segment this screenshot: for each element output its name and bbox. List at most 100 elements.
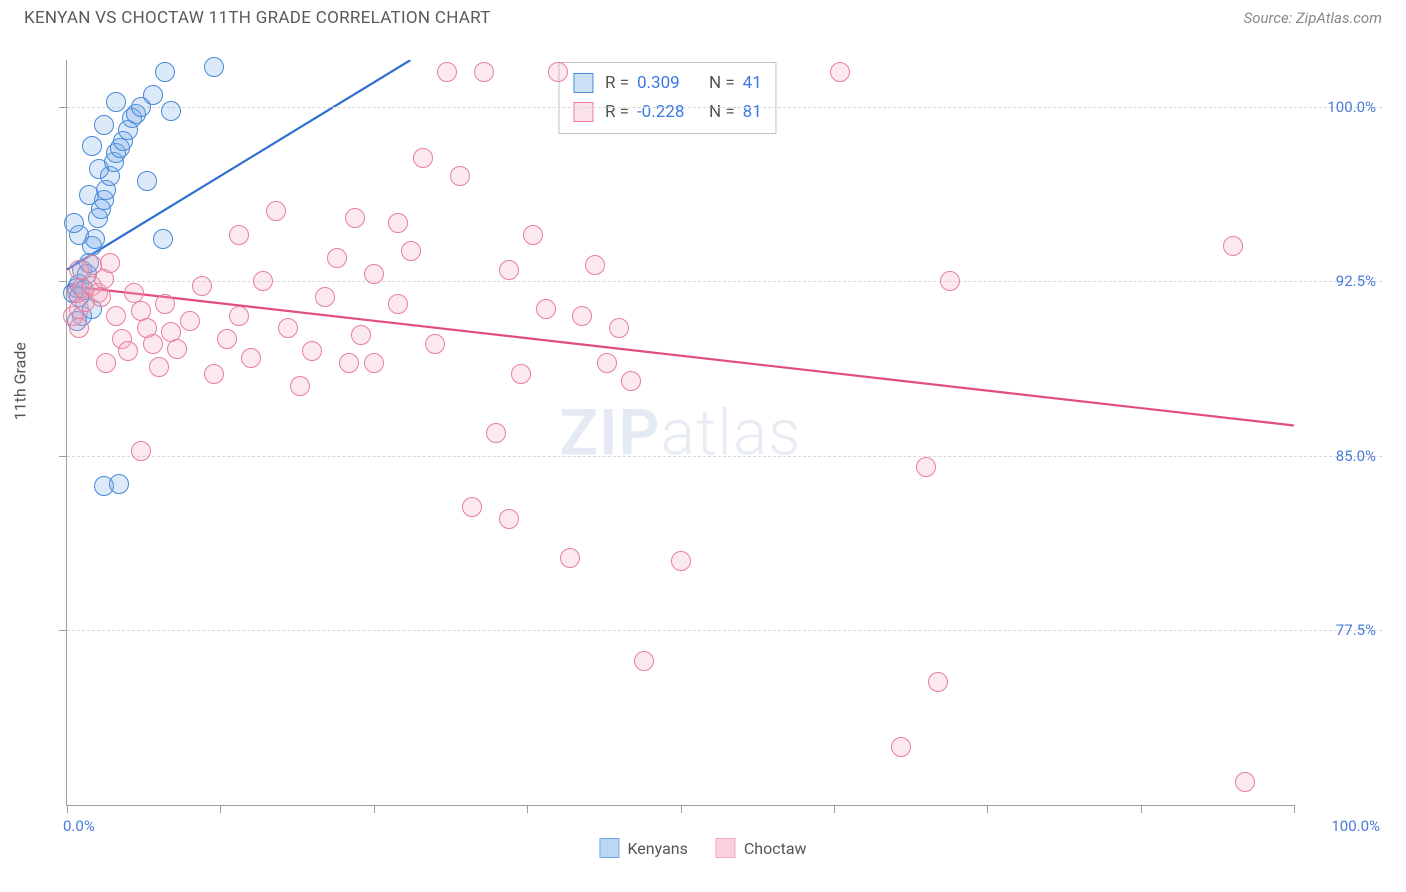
data-point-choctaw (96, 353, 116, 373)
data-point-choctaw (462, 497, 482, 517)
legend-swatch (716, 838, 736, 858)
x-tick (1141, 805, 1142, 813)
data-point-choctaw (167, 339, 187, 359)
data-point-choctaw (124, 283, 144, 303)
chart-header: KENYAN VS CHOCTAW 11TH GRADE CORRELATION… (0, 0, 1406, 32)
data-point-choctaw (928, 672, 948, 692)
data-point-choctaw (499, 509, 519, 529)
data-point-choctaw (499, 260, 519, 280)
stats-r-label: R = (605, 98, 629, 127)
data-point-choctaw (474, 62, 494, 82)
data-point-choctaw (609, 318, 629, 338)
data-point-choctaw (560, 548, 580, 568)
stats-row-choctaw: R =-0.228N =81 (573, 98, 762, 127)
data-point-choctaw (241, 348, 261, 368)
legend-item: Kenyans (599, 838, 687, 858)
stats-legend-box: R =0.309N =41R =-0.228N =81 (558, 62, 777, 134)
data-point-choctaw (339, 353, 359, 373)
watermark-bold: ZIP (559, 395, 660, 470)
x-axis-max-label: 100.0% (1331, 817, 1380, 835)
x-tick (987, 805, 988, 813)
legend-label: Kenyans (627, 839, 687, 858)
x-tick (67, 805, 68, 813)
data-point-choctaw (671, 551, 691, 571)
gridline (67, 456, 1382, 457)
stats-r-value: -0.228 (637, 98, 697, 127)
data-point-kenyans (143, 85, 163, 105)
x-tick (527, 805, 528, 813)
x-tick (374, 805, 375, 813)
data-point-kenyans (106, 92, 126, 112)
data-point-choctaw (511, 364, 531, 384)
stats-r-value: 0.309 (637, 69, 697, 98)
watermark-light: atlas (661, 395, 802, 470)
data-point-kenyans (153, 229, 173, 249)
data-point-choctaw (229, 225, 249, 245)
y-tick-label: 85.0% (1336, 447, 1376, 465)
data-point-choctaw (118, 341, 138, 361)
bottom-legend: Kenyans Choctaw (599, 838, 806, 858)
chart-container: 11th Grade ZIPatlas R =0.309N =41R =-0.2… (24, 38, 1382, 862)
data-point-choctaw (621, 371, 641, 391)
gridline (67, 107, 1382, 108)
data-point-choctaw (69, 260, 89, 280)
y-axis-label: 11th Grade (11, 342, 30, 420)
data-point-kenyans (85, 229, 105, 249)
data-point-choctaw (425, 334, 445, 354)
x-tick (834, 805, 835, 813)
y-tick-label: 92.5% (1336, 272, 1376, 290)
y-tick (59, 107, 67, 108)
data-point-choctaw (327, 248, 347, 268)
data-point-kenyans (155, 62, 175, 82)
y-tick (59, 281, 67, 282)
data-point-choctaw (548, 62, 568, 82)
legend-label: Choctaw (744, 839, 807, 858)
legend-item: Choctaw (716, 838, 807, 858)
stats-r-label: R = (605, 69, 629, 98)
data-point-choctaw (302, 341, 322, 361)
data-point-choctaw (585, 255, 605, 275)
data-point-kenyans (109, 474, 129, 494)
data-point-choctaw (413, 148, 433, 168)
data-point-choctaw (91, 287, 111, 307)
chart-source: Source: ZipAtlas.com (1244, 9, 1382, 27)
data-point-choctaw (351, 325, 371, 345)
data-point-choctaw (388, 213, 408, 233)
data-point-choctaw (131, 441, 151, 461)
data-point-choctaw (388, 294, 408, 314)
data-point-choctaw (155, 294, 175, 314)
stats-row-kenyans: R =0.309N =41 (573, 69, 762, 98)
data-point-choctaw (106, 306, 126, 326)
data-point-choctaw (891, 737, 911, 757)
x-tick (220, 805, 221, 813)
data-point-choctaw (536, 299, 556, 319)
data-point-choctaw (253, 271, 273, 291)
y-tick-label: 77.5% (1336, 621, 1376, 639)
data-point-choctaw (100, 253, 120, 273)
data-point-kenyans (137, 171, 157, 191)
data-point-choctaw (345, 208, 365, 228)
data-point-choctaw (940, 271, 960, 291)
chart-title: KENYAN VS CHOCTAW 11TH GRADE CORRELATION… (24, 8, 491, 28)
data-point-choctaw (229, 306, 249, 326)
legend-swatch (599, 838, 619, 858)
data-point-choctaw (364, 353, 384, 373)
data-point-choctaw (180, 311, 200, 331)
data-point-choctaw (266, 201, 286, 221)
y-tick (59, 456, 67, 457)
data-point-choctaw (204, 364, 224, 384)
data-point-kenyans (161, 101, 181, 121)
x-tick (1294, 805, 1295, 813)
data-point-choctaw (149, 357, 169, 377)
data-point-choctaw (69, 318, 89, 338)
data-point-choctaw (364, 264, 384, 284)
data-point-choctaw (486, 423, 506, 443)
data-point-choctaw (192, 276, 212, 296)
stats-swatch-kenyans (573, 73, 593, 93)
data-point-choctaw (523, 225, 543, 245)
y-tick (59, 630, 67, 631)
data-point-kenyans (82, 136, 102, 156)
stats-n-label: N = (709, 98, 735, 127)
data-point-kenyans (94, 115, 114, 135)
x-axis-min-label: 0.0% (63, 817, 95, 835)
